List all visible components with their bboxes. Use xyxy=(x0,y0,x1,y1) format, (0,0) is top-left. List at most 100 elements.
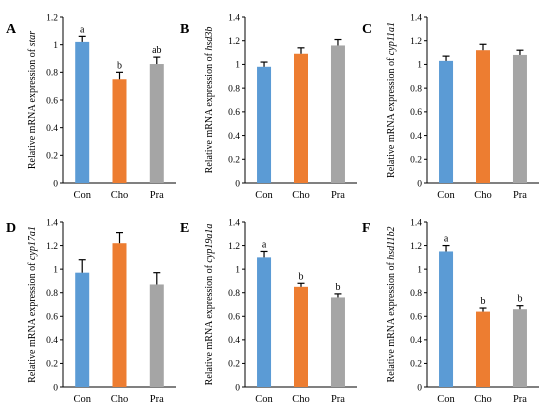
y-axis-label: Relative mRNA expression of hsd11b2 xyxy=(386,227,397,383)
y-tick-label: 0.8 xyxy=(410,289,422,299)
y-tick-label: 0.6 xyxy=(410,108,422,118)
significance-letter: b xyxy=(299,271,304,282)
significance-letter: a xyxy=(444,234,449,245)
y-axis-label-gene: cyp11a1 xyxy=(386,22,397,55)
y-tick-label: 1.2 xyxy=(410,37,422,47)
bar-cho xyxy=(294,53,308,183)
x-tick-label: Pra xyxy=(513,394,527,405)
bar-pra xyxy=(149,64,164,183)
y-tick-label: 1 xyxy=(53,265,58,275)
y-axis-label-prefix: Relative mRNA expression of xyxy=(204,263,215,386)
y-tick-label: 0 xyxy=(417,383,422,393)
x-tick-label: Con xyxy=(73,394,91,405)
y-tick-label: 0.4 xyxy=(46,336,58,346)
x-tick-label: Pra xyxy=(331,190,345,201)
panel-letter: F xyxy=(362,221,371,236)
y-tick-label: 0 xyxy=(53,179,58,189)
y-tick-label: 0.2 xyxy=(228,156,240,166)
y-axis-label: Relative mRNA expression of hsd3b xyxy=(204,27,215,174)
y-tick-label: 1.2 xyxy=(46,13,58,23)
chart-panel-c: C Relative mRNA expression of cyp11a1 0 0.2… xyxy=(362,13,539,201)
chart-panel-b: B Relative mRNA expression of hsd3b 0 0.2 0.… xyxy=(180,13,357,201)
y-tick-label: 0.8 xyxy=(228,289,240,299)
x-tick-label: Cho xyxy=(111,394,129,405)
y-tick-label: 1.2 xyxy=(228,37,240,47)
significance-letter: b xyxy=(517,294,522,305)
significance-letter: a xyxy=(262,239,267,250)
y-tick-label: 0.6 xyxy=(228,108,240,118)
y-axis-label-gene: hsd11b2 xyxy=(386,227,397,260)
y-tick-label: 1 xyxy=(417,61,422,71)
chart-panel-e: E Relative mRNA expression of cyp19a1a 0 0.… xyxy=(180,218,357,405)
y-tick-label: 0.4 xyxy=(410,132,422,142)
y-axis-label: Relative mRNA expression of cyp19a1a xyxy=(204,224,215,386)
y-tick-label: 1 xyxy=(417,265,422,275)
bar-pra xyxy=(512,54,527,183)
bar-con xyxy=(75,41,90,184)
panel-letter: B xyxy=(180,22,189,37)
x-tick-label: Con xyxy=(255,190,273,201)
bar-cho xyxy=(112,79,127,183)
x-tick-label: Pra xyxy=(331,394,345,405)
y-tick-label: 0.4 xyxy=(228,132,240,142)
x-tick-label: Con xyxy=(437,394,455,405)
y-tick-label: 0.6 xyxy=(410,313,422,323)
x-tick-label: Con xyxy=(73,190,91,201)
y-tick-label: 1.4 xyxy=(228,13,240,23)
x-tick-label: Pra xyxy=(513,190,527,201)
y-axis-label-gene: cyp17a1 xyxy=(27,226,38,260)
chart-panel-d: D Relative mRNA expression of cyp17a1 0 0.2… xyxy=(6,218,176,405)
panel-letter: D xyxy=(6,221,16,236)
y-tick-label: 0.8 xyxy=(46,69,58,79)
bar-cho xyxy=(294,286,308,387)
panel-letter: C xyxy=(362,22,372,37)
y-axis-label-gene: star xyxy=(27,31,38,47)
y-tick-label: 0.4 xyxy=(410,336,422,346)
bar-pra xyxy=(330,297,345,387)
y-tick-label: 1.4 xyxy=(410,13,422,23)
bar-con xyxy=(257,257,272,387)
y-tick-label: 1.2 xyxy=(410,242,422,252)
x-tick-label: Cho xyxy=(111,190,129,201)
bar-pra xyxy=(149,284,164,387)
y-tick-label: 0.2 xyxy=(410,360,422,370)
y-axis-label-prefix: Relative mRNA expression of xyxy=(27,46,38,169)
bar-con xyxy=(257,66,272,183)
y-tick-label: 1.2 xyxy=(228,242,240,252)
x-tick-label: Cho xyxy=(474,394,492,405)
significance-letter: b xyxy=(117,60,122,71)
y-tick-label: 1.4 xyxy=(410,218,422,228)
panel-letter: E xyxy=(180,221,189,236)
bar-con xyxy=(439,251,454,387)
y-tick-label: 1 xyxy=(235,265,240,275)
y-tick-label: 1.4 xyxy=(228,218,240,228)
y-tick-label: 0.2 xyxy=(46,360,58,370)
y-tick-label: 0.6 xyxy=(46,313,58,323)
bar-pra xyxy=(512,309,527,387)
y-tick-label: 1.2 xyxy=(46,242,58,252)
x-tick-label: Con xyxy=(255,394,273,405)
y-tick-label: 0.8 xyxy=(46,289,58,299)
x-tick-label: Cho xyxy=(292,394,310,405)
y-tick-label: 0.2 xyxy=(46,152,58,162)
y-tick-label: 0.8 xyxy=(228,84,240,94)
y-tick-label: 0.2 xyxy=(410,156,422,166)
bar-con xyxy=(439,60,454,183)
y-tick-label: 0.6 xyxy=(228,313,240,323)
significance-letter: b xyxy=(481,296,486,307)
y-axis-label-prefix: Relative mRNA expression of xyxy=(204,51,215,174)
significance-letter: a xyxy=(80,24,85,35)
bar-pra xyxy=(330,45,345,184)
y-tick-label: 0 xyxy=(417,179,422,189)
y-tick-label: 0 xyxy=(53,383,58,393)
y-tick-label: 0.4 xyxy=(46,124,58,134)
x-tick-label: Pra xyxy=(150,394,164,405)
y-axis-label-gene: cyp19a1a xyxy=(204,224,215,263)
chart-panel-a: A Relative mRNA expression of star 0 0.2 0.4… xyxy=(6,13,176,201)
y-axis-label: Relative mRNA expression of star xyxy=(27,31,38,169)
y-axis-label: Relative mRNA expression of cyp11a1 xyxy=(386,22,397,178)
y-tick-label: 0.6 xyxy=(46,96,58,106)
y-tick-label: 1 xyxy=(235,61,240,71)
x-tick-label: Con xyxy=(437,190,455,201)
